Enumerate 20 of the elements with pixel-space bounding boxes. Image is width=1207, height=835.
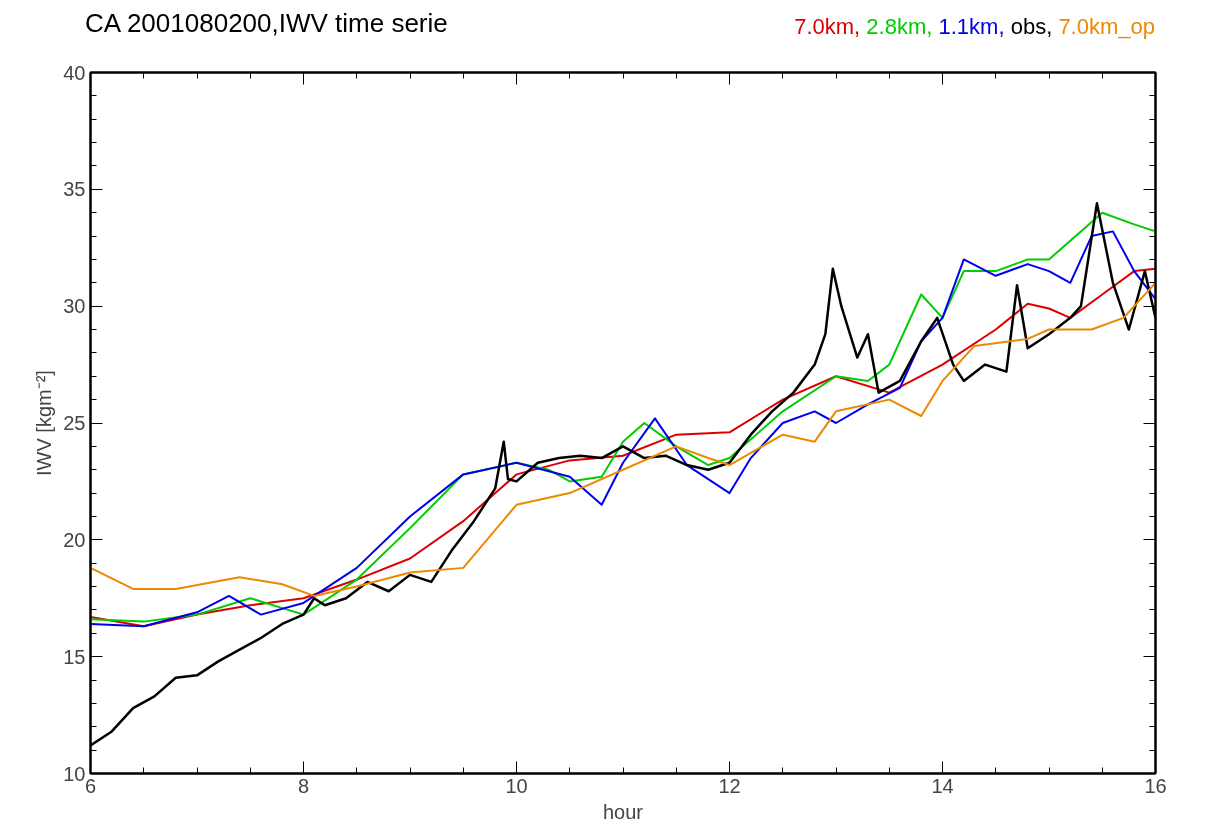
x-tick-label: 10 (505, 774, 528, 797)
x-tick-label: 16 (1144, 774, 1167, 797)
text: obs, (1010, 13, 1053, 39)
x-tick-label: 14 (931, 774, 954, 797)
y-tick-label: 20 (63, 528, 86, 551)
text: 7.0km_op (1058, 13, 1155, 39)
y-axis-title: IWV [kgm⁻²] (33, 370, 56, 476)
x-tick-label: 6 (84, 774, 97, 797)
text: 7.0km, (794, 13, 861, 39)
x-tick-label: 12 (718, 774, 741, 797)
y-tick-label: 30 (63, 295, 86, 318)
text: 1.1km, (938, 13, 1005, 39)
x-axis-title: hour (602, 800, 644, 823)
y-tick-label: 25 (63, 412, 86, 434)
y-tick-label: 35 (63, 178, 86, 201)
x-tick-label: 8 (297, 774, 310, 797)
text: 2.8km, (866, 13, 933, 39)
y-tick-label: 40 (63, 61, 86, 84)
chart-title: CA 2001080200,IWV time serie (85, 7, 448, 40)
y-tick-label: 15 (63, 645, 86, 668)
